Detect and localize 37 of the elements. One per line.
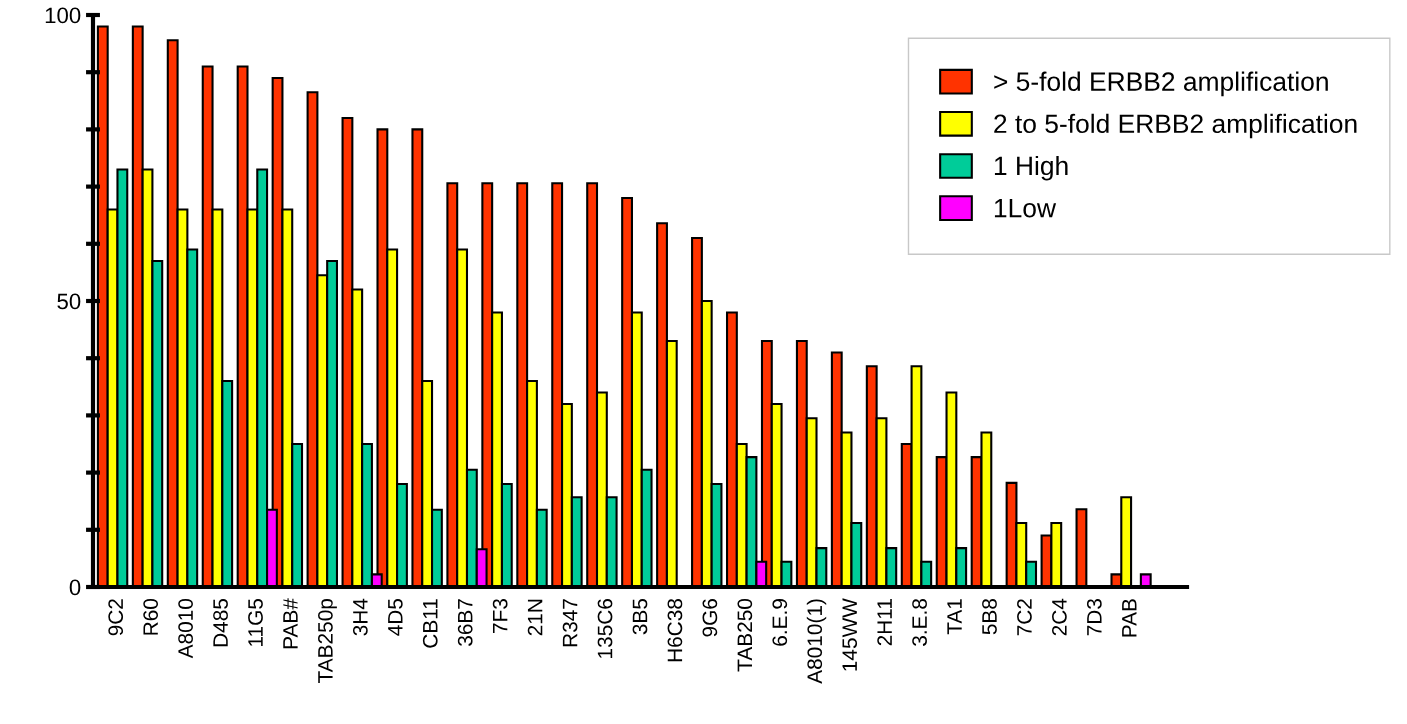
x-tick-label: 21N — [527, 599, 543, 636]
x-tick-label: 3B5 — [632, 598, 648, 635]
x-tick-label: 145WW — [842, 598, 858, 671]
x-tick-label: 9C2 — [108, 599, 124, 636]
x-tick-label: 7D3 — [1086, 599, 1102, 636]
x-tick-label: A8010(1) — [806, 599, 827, 684]
legend-label: > 5-fold ERBB2 amplification — [994, 71, 1328, 97]
x-tick-label: 2H11 — [877, 599, 892, 646]
x-tick-label: 2C4 — [1052, 598, 1067, 636]
x-tick-label: 135C6 — [597, 599, 613, 658]
x-tick-label: 36B7 — [457, 599, 473, 646]
x-tick-label: TAB250 — [737, 598, 753, 672]
y-tick-label: 100 — [45, 7, 81, 24]
x-tick-label: 5B8 — [982, 599, 997, 635]
x-tick-label: CB11 — [422, 599, 438, 648]
x-tick-label: PAB# — [283, 598, 298, 649]
x-tick-label: 6.E.9 — [772, 599, 788, 646]
x-tick-label: 4D5 — [388, 598, 403, 636]
x-tick-label: 7C2 — [1017, 599, 1032, 636]
x-tick-label: TA1 — [947, 599, 962, 635]
x-tick-label: 9G6 — [702, 599, 718, 637]
x-tick-label: 7F3 — [492, 599, 508, 633]
x-tick-label: R60 — [143, 598, 159, 635]
x-tick-label: 3H4 — [352, 598, 368, 636]
legend-label: 2 to 5-fold ERBB2 amplification — [994, 113, 1357, 139]
legend-label: 1Low — [994, 199, 1057, 218]
legend-label: 1 High — [994, 155, 1068, 181]
x-tick-label: 11G5 — [248, 598, 263, 646]
x-tick-label: H6C38 — [667, 599, 683, 662]
x-tick-label: D485 — [213, 598, 228, 647]
x-tick-label: A8010 — [178, 598, 193, 659]
x-tick-label: 3.E.8 — [912, 599, 927, 646]
x-tick-label: R347 — [562, 599, 578, 647]
y-tick-label: 50 — [57, 293, 81, 310]
y-tick-label: 0 — [69, 579, 81, 596]
x-tick-label: PAB — [1122, 599, 1137, 637]
x-tick-label: TAB250p — [318, 598, 337, 683]
